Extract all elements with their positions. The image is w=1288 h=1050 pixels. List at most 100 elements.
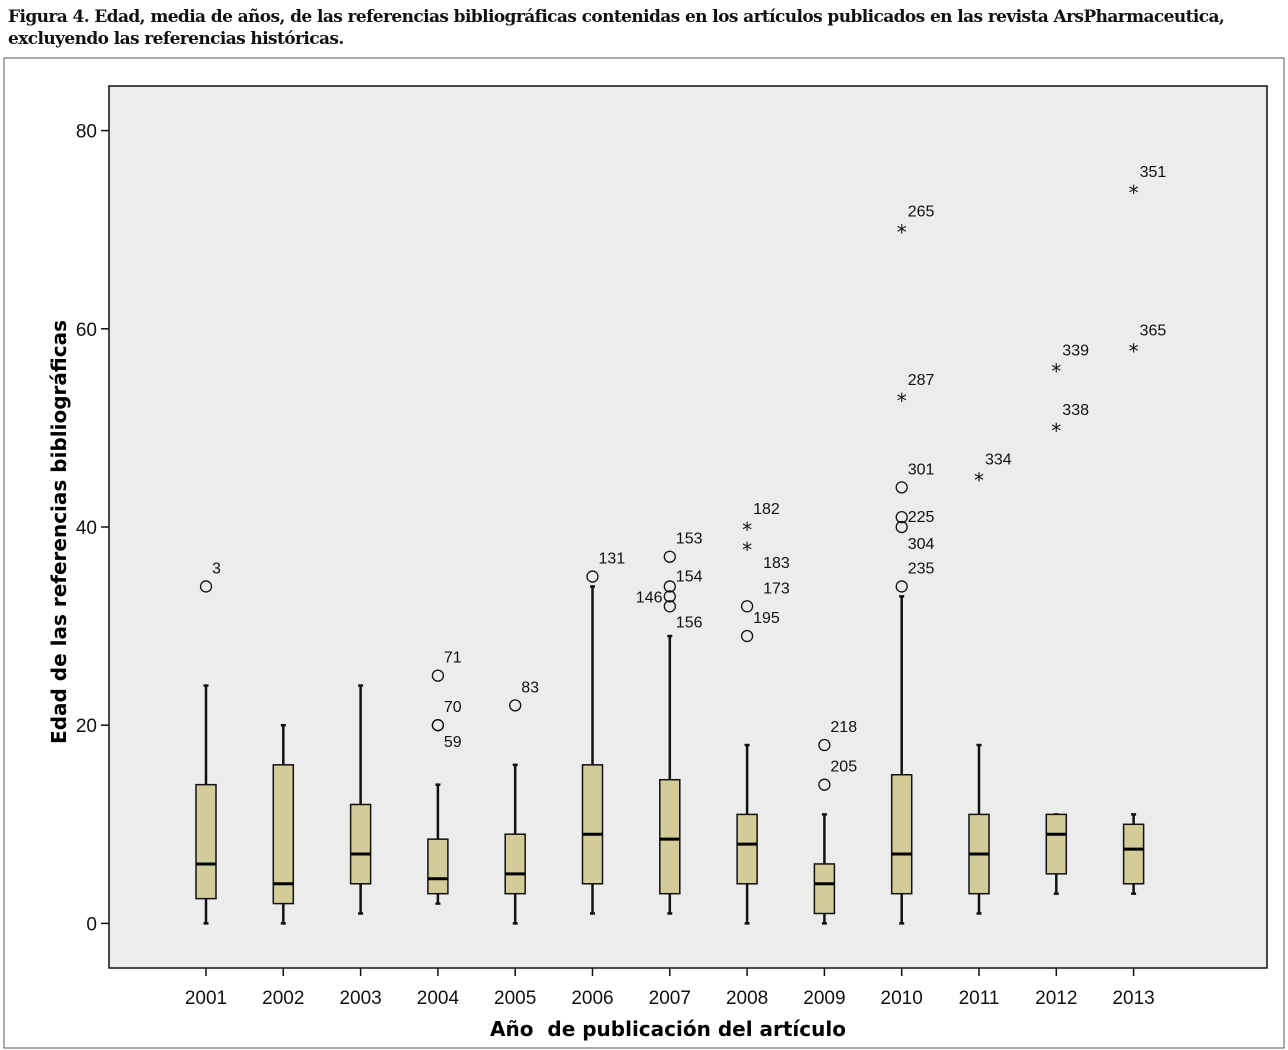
outlier-label: 3 <box>212 560 221 577</box>
x-tick-label: 2009 <box>803 988 845 1009</box>
outlier-circle <box>509 699 522 712</box>
iqr-box <box>813 863 836 915</box>
outlier-label: 173 <box>763 580 790 597</box>
box-2009 <box>813 813 836 925</box>
box-2004 <box>427 783 449 905</box>
box-2003 <box>349 684 372 915</box>
outlier-label: 154 <box>676 568 703 585</box>
outlier-star: * <box>1129 181 1139 205</box>
outlier-label: 304 <box>908 536 935 553</box>
x-tick-label: 2005 <box>494 988 536 1009</box>
outlier-label: 365 <box>1140 323 1167 340</box>
y-tick-label: 60 <box>76 320 97 341</box>
x-axis-title: Año de publicación del artículo <box>490 1017 846 1041</box>
y-tick-label: 80 <box>76 122 97 143</box>
x-tick-label: 2001 <box>185 988 227 1009</box>
outlier-label: 225 <box>908 509 935 526</box>
outlier-star: * <box>742 538 752 562</box>
box-2008 <box>736 743 758 925</box>
outlier-label: 195 <box>753 610 780 627</box>
outlier-circle <box>818 778 831 791</box>
box-group <box>195 585 1145 925</box>
outlier-circle <box>895 481 908 494</box>
y-tick-label: 0 <box>86 914 97 935</box>
iqr-box <box>890 774 913 895</box>
x-tick-label: 2006 <box>571 988 613 1009</box>
outlier-label: 183 <box>763 555 790 572</box>
x-tick-label: 2003 <box>339 988 381 1009</box>
outlier-circle <box>663 600 676 613</box>
outlier-label: 153 <box>676 531 703 548</box>
x-tick-label: 2007 <box>649 988 691 1009</box>
outlier-label: 70 <box>444 699 462 716</box>
y-axis-title: Edad de las referencias bibliográficas <box>47 320 71 744</box>
iqr-box <box>1045 813 1068 875</box>
box-2005 <box>504 763 526 925</box>
y-tick-label: 20 <box>76 716 97 737</box>
iqr-box <box>195 783 217 900</box>
x-tick-label: 2010 <box>881 988 923 1009</box>
x-tick-label: 2004 <box>417 988 460 1009</box>
outlier-group: 371705983131153154146156*182*18317319521… <box>199 164 1167 791</box>
outlier-label: 351 <box>1140 164 1167 181</box>
outlier-label: 182 <box>753 501 780 518</box>
iqr-box <box>349 803 372 885</box>
outlier-circle <box>663 590 676 603</box>
x-axis: 2001 2002 2003 2004 2005 2006 2007 2008 2009 2010… <box>185 968 1155 1009</box>
outlier-circle <box>895 510 908 524</box>
outlier-circle <box>431 669 445 682</box>
outlier-star: * <box>742 518 752 542</box>
outlier-label: 59 <box>444 734 462 751</box>
iqr-box <box>504 833 526 895</box>
outlier-label: 71 <box>444 650 462 667</box>
outlier-label: 339 <box>1062 342 1089 359</box>
outlier-circle <box>586 570 599 583</box>
outlier-star: * <box>897 221 907 245</box>
box-2012 <box>1045 813 1068 895</box>
x-tick-label: 2008 <box>726 988 768 1009</box>
x-tick-label: 2012 <box>1035 988 1077 1009</box>
outlier-label: 205 <box>830 759 857 776</box>
x-tick-label: 2002 <box>262 988 304 1009</box>
plot-area <box>108 85 1268 969</box>
outlier-circle <box>740 600 754 613</box>
outlier-star: * <box>974 468 984 492</box>
outlier-circle <box>431 719 445 732</box>
outlier-label: 83 <box>521 679 539 696</box>
iqr-box <box>659 778 681 895</box>
outlier-circle <box>895 520 908 534</box>
y-tick-label: 40 <box>76 518 97 539</box>
outlier-star: * <box>1051 359 1061 383</box>
outlier-star: * <box>897 389 907 413</box>
box-2006 <box>581 585 604 915</box>
outlier-label: 338 <box>1062 402 1089 419</box>
outlier-label: 235 <box>908 560 935 577</box>
outlier-label: 301 <box>908 461 935 478</box>
box-2002 <box>272 723 295 925</box>
outlier-label: 265 <box>908 204 935 221</box>
outlier-star: * <box>1129 340 1139 364</box>
outlier-circle <box>663 550 676 563</box>
x-tick-label: 2013 <box>1112 988 1154 1009</box>
outlier-label: 287 <box>908 372 935 389</box>
outlier-label: 334 <box>985 451 1012 468</box>
outlier-label: 156 <box>676 614 703 631</box>
box-2010 <box>890 595 913 925</box>
iqr-box <box>1122 823 1145 885</box>
iqr-box <box>427 838 449 895</box>
outlier-label: 146 <box>636 589 663 606</box>
outlier-circle <box>663 580 676 593</box>
outlier-circle <box>199 580 213 593</box>
y-axis: 0 20 40 60 80 <box>76 122 109 935</box>
outlier-label: 131 <box>599 551 626 568</box>
outlier-label: 218 <box>830 719 857 736</box>
outlier-star: * <box>1051 419 1061 443</box>
frame-border <box>3 57 1285 1049</box>
iqr-box <box>581 764 604 885</box>
outlier-circle <box>818 738 831 752</box>
outlier-circle <box>740 629 754 643</box>
box-2007 <box>659 634 681 915</box>
box-2011 <box>968 743 990 915</box>
